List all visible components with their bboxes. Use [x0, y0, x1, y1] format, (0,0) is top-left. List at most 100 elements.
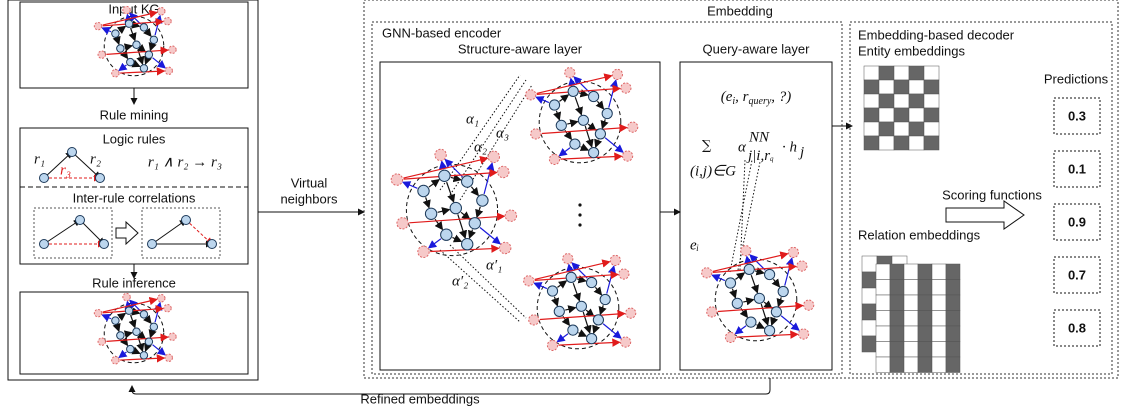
edge: [185, 219, 213, 245]
cell: [878, 135, 895, 151]
virtual-node: [701, 267, 713, 279]
alpha: α′₂: [452, 273, 468, 289]
node: [440, 228, 453, 241]
rule-r3: r₃: [60, 162, 71, 178]
edge: [750, 274, 759, 294]
node: [126, 344, 135, 354]
refined-arrow: [128, 378, 771, 395]
edge: [148, 329, 157, 339]
cell: [875, 341, 891, 358]
cell: [863, 107, 880, 123]
structure-box: [379, 61, 661, 371]
edge: [557, 280, 568, 289]
edge: [749, 254, 766, 271]
cell: [908, 135, 925, 151]
cell: [878, 93, 895, 109]
cell: [861, 335, 878, 353]
cell: [931, 341, 947, 358]
virtual-node: [93, 308, 103, 318]
cell: [945, 356, 961, 373]
hollow-arrow: [945, 200, 1025, 230]
edge: [427, 238, 442, 249]
sub-part: q: [770, 155, 774, 163]
edge: [401, 181, 418, 189]
cell: [893, 107, 910, 123]
cell: [878, 65, 895, 81]
cell: [923, 79, 940, 95]
cell: [861, 255, 878, 273]
formula-part: , r: [735, 89, 749, 105]
edge: [541, 123, 628, 135]
cell: [931, 279, 947, 296]
virtual-node: [434, 148, 447, 162]
node: [39, 173, 49, 183]
relation-title: Relation embeddings: [858, 227, 981, 242]
cell: [893, 79, 910, 95]
edge: [585, 308, 595, 317]
edge: [152, 344, 166, 356]
edge: [483, 162, 495, 195]
cell: [893, 135, 910, 151]
node: [588, 147, 600, 159]
edge: [479, 227, 501, 245]
edge: [438, 160, 448, 170]
edge: [131, 346, 141, 355]
edge: [123, 43, 134, 52]
edge: [409, 212, 506, 224]
prediction-value: 0.3: [1068, 108, 1086, 123]
cell: [878, 79, 895, 95]
node: [207, 239, 217, 249]
cell: [875, 294, 891, 311]
cell: [889, 294, 905, 311]
virtual-node: [525, 89, 537, 101]
embedding-box: [363, 0, 1119, 379]
edge: [536, 73, 613, 94]
cell: [945, 310, 961, 327]
formula-part: , ?): [771, 89, 791, 105]
edge: [602, 323, 622, 339]
edge: [118, 349, 128, 359]
edge: [403, 155, 489, 179]
edge: [457, 214, 468, 239]
query-tuple: (ei, rquery, ?): [721, 89, 792, 107]
virtual-node: [157, 7, 166, 16]
node: [95, 173, 105, 183]
inference-box: [19, 291, 249, 375]
edge: [148, 42, 157, 52]
cell: [903, 356, 919, 373]
node: [764, 325, 776, 337]
node: [577, 114, 590, 126]
edge: [71, 151, 101, 179]
virtual-node: [564, 67, 576, 79]
node: [567, 324, 579, 336]
node: [565, 271, 577, 283]
edge: [102, 9, 158, 26]
edge: [587, 122, 597, 131]
node: [39, 239, 49, 249]
node: [461, 175, 474, 188]
virtual-node: [609, 254, 622, 266]
edge: [558, 147, 571, 157]
cell: [878, 121, 895, 137]
cell: [945, 341, 961, 358]
virtual-node: [111, 356, 120, 365]
edge: [102, 296, 158, 313]
cell: [917, 356, 933, 373]
cell: [917, 279, 933, 296]
node: [149, 322, 159, 332]
virtual-node: [530, 128, 542, 140]
cell: [863, 93, 880, 109]
edge: [136, 330, 147, 340]
node: [116, 44, 125, 53]
virtual-node: [724, 331, 737, 343]
prediction-value: 0.7: [1068, 267, 1086, 282]
cell: [908, 93, 925, 109]
node: [770, 306, 783, 318]
rule-inference: Rule inference: [92, 275, 176, 290]
edge: [553, 110, 562, 121]
virtual-node: [163, 303, 172, 313]
cell: [889, 325, 905, 342]
edge: [558, 338, 621, 347]
cell: [917, 341, 933, 358]
graph: [525, 67, 639, 165]
